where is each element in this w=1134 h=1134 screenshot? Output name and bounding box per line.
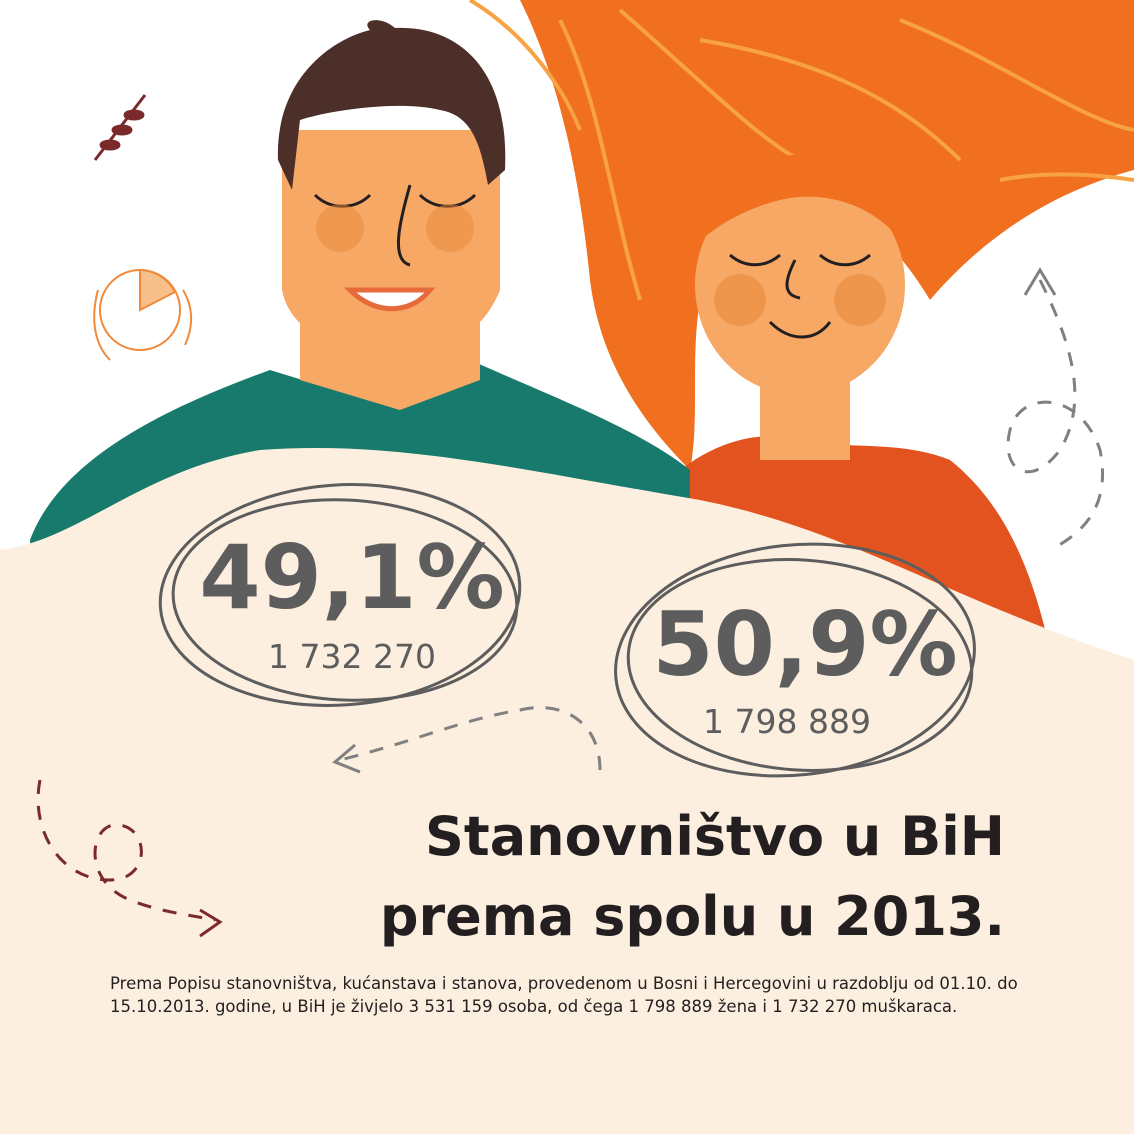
woman-cheek [714, 274, 766, 326]
decor-leaf [95, 95, 145, 160]
decor-pie-icon [94, 270, 191, 360]
illustration: 49,1% 1 732 270 50,9% 1 798 889 Stanovni… [0, 0, 1134, 1134]
page: {"stats":[{"percent":"49,1%","count":"1 … [0, 0, 1134, 1134]
stat-percent: 50,9% [652, 593, 957, 696]
stat-percent: 49,1% [199, 526, 504, 629]
stat-count: 1 732 270 [268, 637, 436, 676]
man-cheek [426, 204, 474, 252]
man-cheek [316, 204, 364, 252]
woman-cheek [834, 274, 886, 326]
title-line: prema spolu u 2013. [380, 885, 1005, 948]
description: Prema Popisu stanovništva, kućanstava i … [110, 972, 1030, 1018]
stat-count: 1 798 889 [703, 702, 871, 741]
title-line: Stanovništvo u BiH [425, 805, 1005, 868]
